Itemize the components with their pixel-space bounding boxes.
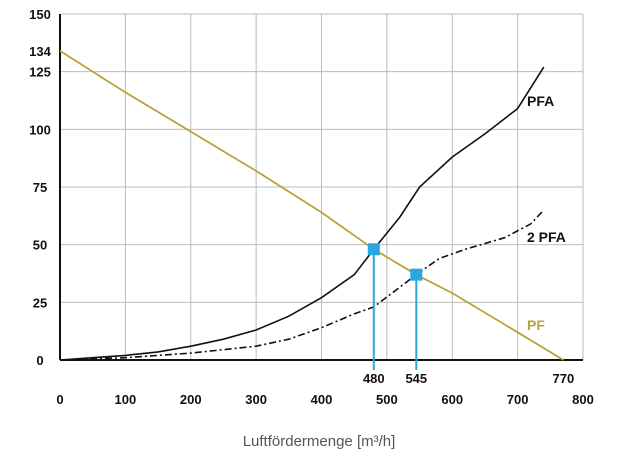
marker-value-label: 545 <box>405 371 427 386</box>
y-tick-label: 150 <box>29 7 51 22</box>
series-label-pfa: PFA <box>527 93 554 109</box>
marker-value-label: 480 <box>363 371 385 386</box>
grid <box>59 13 584 361</box>
x-axis-label: Luftfördermenge [m³/h] <box>243 433 396 450</box>
series-line-pf <box>59 50 564 361</box>
series-label-pf: PF <box>527 317 545 333</box>
series-line-2-pfa <box>59 209 545 361</box>
x-tick-label: 200 <box>180 392 202 407</box>
x-tick-label: 100 <box>115 392 137 407</box>
y-tick-label: 75 <box>33 180 47 195</box>
x-end-label: 770 <box>553 371 575 386</box>
y-tick-label: 125 <box>29 65 51 80</box>
y-tick-label-extra: 134 <box>29 44 51 59</box>
y-tick-label: 0 <box>36 353 43 368</box>
y-tick-label: 100 <box>29 122 51 137</box>
x-tick-label: 400 <box>311 392 333 407</box>
x-tick-label: 700 <box>507 392 529 407</box>
operating-point-marker <box>367 243 380 256</box>
x-tick-label: 500 <box>376 392 398 407</box>
operating-point-marker <box>410 268 423 281</box>
x-tick-label: 600 <box>441 392 463 407</box>
x-tick-label: 800 <box>572 392 594 407</box>
y-tick-label: 50 <box>33 238 47 253</box>
series-line-pfa <box>59 66 545 361</box>
x-tick-label: 300 <box>245 392 267 407</box>
y-tick-label: 25 <box>33 295 47 310</box>
x-tick-label: 0 <box>56 392 63 407</box>
series-label-2pfa: 2 PFA <box>527 229 566 245</box>
